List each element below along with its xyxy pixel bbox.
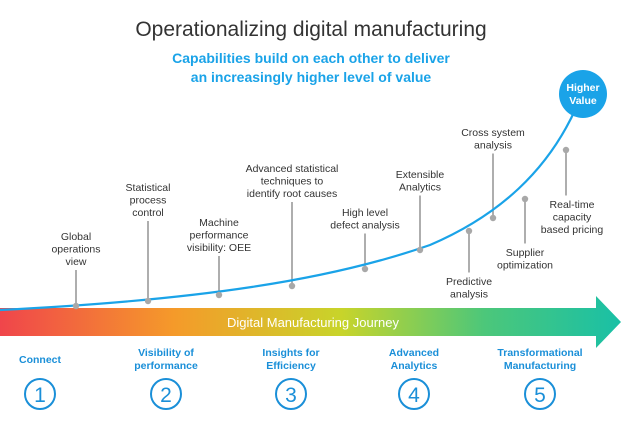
- capability-label: Advanced statistical techniques to identif…: [246, 163, 339, 200]
- capability-label-line: techniques to: [261, 176, 324, 188]
- capability-label-line: process: [130, 195, 167, 207]
- capability-label-line: Global: [61, 231, 91, 243]
- stage-label-line: performance: [134, 360, 198, 372]
- capability-points: [72, 146, 570, 310]
- capability-point: [416, 246, 424, 254]
- subtitle-line-1: Capabilities build on each other to deli…: [172, 50, 450, 66]
- stage-label-line: Insights for: [262, 347, 319, 359]
- stage-label-line: Efficiency: [266, 360, 316, 372]
- capability-connectors: [75, 150, 567, 306]
- capability-label-line: analysis: [450, 289, 488, 301]
- capability-point: [144, 297, 152, 305]
- stage-label: Advanced Analytics: [389, 347, 439, 372]
- capability-label-line: view: [65, 256, 86, 268]
- capability-label-line: based pricing: [541, 224, 604, 236]
- stage-label: Visibility of performance: [134, 347, 198, 372]
- capability-label-line: Supplier: [506, 247, 545, 259]
- capability-label-line: Predictive: [446, 276, 492, 288]
- stage-number-circle: [398, 378, 430, 410]
- capability-label: Global operations view: [51, 231, 100, 268]
- stage-number: 5: [534, 384, 546, 407]
- stage-number-circle: [150, 378, 182, 410]
- capability-label: Machine performance visibility: OEE: [187, 217, 251, 254]
- capability-labels: Global operations view Statistical process co…: [51, 127, 603, 301]
- subtitle-line-2: an increasingly higher level of value: [191, 69, 432, 85]
- capability-label-line: analysis: [474, 140, 512, 152]
- higher-value-circle: [559, 70, 607, 118]
- capability-point: [465, 227, 473, 235]
- capability-label-line: operations: [51, 244, 100, 256]
- capability-point: [562, 146, 570, 154]
- capability-label: Cross system analysis: [461, 127, 525, 152]
- stage-number: 2: [160, 384, 172, 407]
- capability-label-line: performance: [190, 230, 249, 242]
- journey-label: Digital Manufacturing Journey: [227, 315, 399, 330]
- stage-number-circle: [24, 378, 56, 410]
- capability-point: [288, 282, 296, 290]
- capability-label-line: Real-time: [550, 199, 595, 211]
- capability-label: Predictive analysis: [446, 276, 492, 301]
- capability-label-line: Machine: [199, 217, 239, 229]
- capability-point: [72, 302, 80, 310]
- higher-value-line-1: Higher: [566, 82, 599, 94]
- stage-number: 3: [285, 384, 297, 407]
- page-title: Operationalizing digital manufacturing: [135, 18, 486, 41]
- capability-label: Supplier optimization: [497, 247, 553, 272]
- capability-label: Statistical process control: [126, 182, 171, 219]
- capability-label-line: identify root causes: [247, 188, 337, 200]
- stage-number-circle: [275, 378, 307, 410]
- capability-label-line: defect analysis: [330, 220, 399, 232]
- stage-label-line: Connect: [19, 354, 62, 366]
- capability-label-line: Cross system: [461, 127, 525, 139]
- stage-label-line: Visibility of: [138, 347, 194, 359]
- capability-label: Extensible Analytics: [396, 169, 445, 194]
- capability-label-line: Analytics: [399, 182, 441, 194]
- stage-label: Connect: [19, 354, 62, 366]
- stage-label: Insights for Efficiency: [262, 347, 319, 372]
- higher-value-line-2: Value: [569, 95, 597, 107]
- stage-number-circle: [524, 378, 556, 410]
- stage-label-line: Advanced: [389, 347, 439, 359]
- capability-label-line: Statistical: [126, 182, 171, 194]
- capability-label-line: capacity: [553, 212, 592, 224]
- capability-label: High level defect analysis: [330, 207, 399, 232]
- capability-label: Real-time capacity based pricing: [541, 199, 604, 236]
- journey-stages: Connect 1 Visibility of performance 2 Insight…: [19, 347, 583, 410]
- stage-number: 4: [408, 384, 420, 407]
- capability-label-line: Advanced statistical: [246, 163, 339, 175]
- stage-label-line: Transformational: [497, 347, 582, 359]
- capability-point: [361, 265, 369, 273]
- stage-label: Transformational Manufacturing: [497, 347, 582, 372]
- capability-point: [489, 214, 497, 222]
- capability-label-line: High level: [342, 207, 388, 219]
- capability-label-line: optimization: [497, 260, 553, 272]
- stage-label-line: Analytics: [391, 360, 438, 372]
- capability-point: [521, 195, 529, 203]
- capability-point: [215, 291, 223, 299]
- stage-number: 1: [34, 384, 46, 407]
- stage-label-line: Manufacturing: [504, 360, 576, 372]
- capability-label-line: visibility: OEE: [187, 242, 251, 254]
- journey-arrow-band: [0, 296, 621, 348]
- capability-label-line: Extensible: [396, 169, 445, 181]
- capability-label-line: control: [132, 207, 164, 219]
